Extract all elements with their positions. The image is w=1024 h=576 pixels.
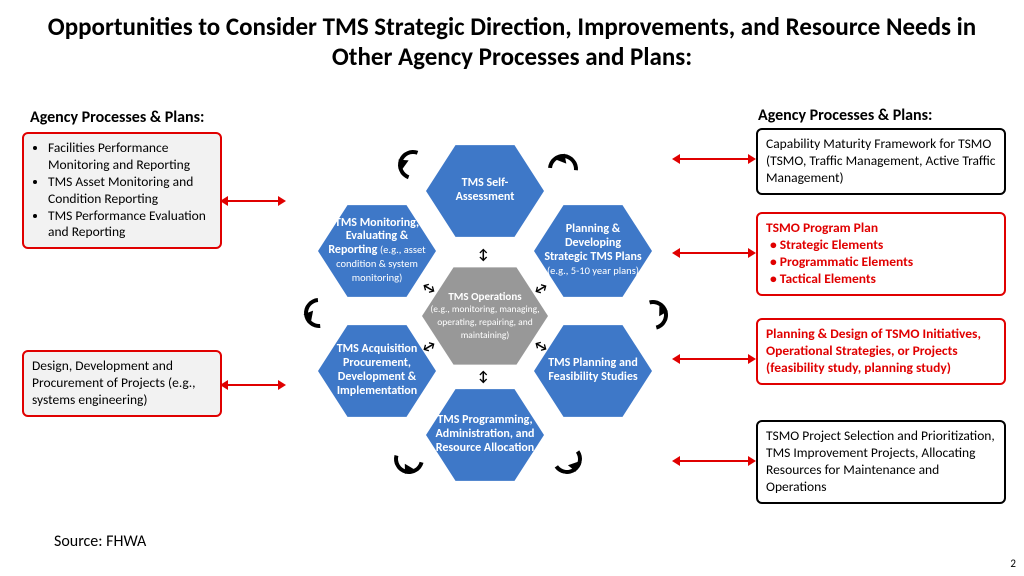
page-number: 2 [1010, 557, 1016, 570]
right-box-2-item-3: • Tactical Elements [770, 271, 996, 288]
connector-arrow-right-3 [680, 358, 748, 360]
connector-arrow-right-4 [680, 460, 748, 462]
right-box-3: Planning & Design of TSMO Initiatives, O… [756, 318, 1006, 385]
hex-top-left: TMS Monitoring, Evaluating & Reporting (… [318, 200, 436, 302]
left-box-2: Design, Development and Procurement of P… [22, 350, 222, 417]
cycle-arrow-2 [542, 148, 584, 190]
left-box-1-item-2: TMS Asset Monitoring and Condition Repor… [48, 174, 212, 208]
right-box-2-header: TSMO Program Plan [766, 220, 996, 237]
right-box-2-item-1: • Strategic Elements [770, 237, 996, 254]
hex-top: TMS Self-Assessment [426, 140, 544, 242]
cycle-arrow-5 [389, 439, 430, 480]
right-box-2-item-2: • Programmatic Elements [770, 254, 996, 271]
hex-bottom-left: TMS Acquisition Procurement, Development… [318, 320, 436, 422]
left-box-1-item-1: Facilities Performance Monitoring and Re… [48, 140, 212, 174]
hex-center: TMS Operations(e.g., monitoring, managin… [422, 262, 548, 370]
right-box-1: Capability Maturity Framework for TSMO (… [756, 128, 1006, 195]
subhead-left: Agency Processes & Plans: [30, 108, 204, 127]
left-box-1: Facilities Performance Monitoring and Re… [22, 132, 222, 249]
source-text: Source: FHWA [54, 532, 146, 551]
hex-bottom: TMS Programming, Administration, and Res… [426, 384, 544, 486]
radial-arrow-1: ↕ [478, 246, 489, 263]
connector-arrow-left-2 [228, 384, 278, 386]
right-box-2: TSMO Program Plan • Strategic Elements •… [756, 212, 1006, 296]
hex-top-right: Planning & Developing Strategic TMS Plan… [534, 200, 652, 302]
radial-arrow-4: ↕ [478, 368, 489, 385]
cycle-arrow-4 [550, 442, 585, 477]
hex-bottom-right: TMS Planning and Feasibility Studies [534, 320, 652, 422]
connector-arrow-right-2 [680, 252, 748, 254]
subhead-right: Agency Processes & Plans: [758, 106, 932, 125]
connector-arrow-right-1 [680, 158, 748, 160]
right-box-4: TSMO Project Selection and Prioritizatio… [756, 420, 1006, 504]
page-title: Opportunities to Consider TMS Strategic … [0, 0, 1024, 76]
left-box-1-item-3: TMS Performance Evaluation and Reporting [48, 208, 212, 242]
connector-arrow-left-1 [228, 200, 278, 202]
